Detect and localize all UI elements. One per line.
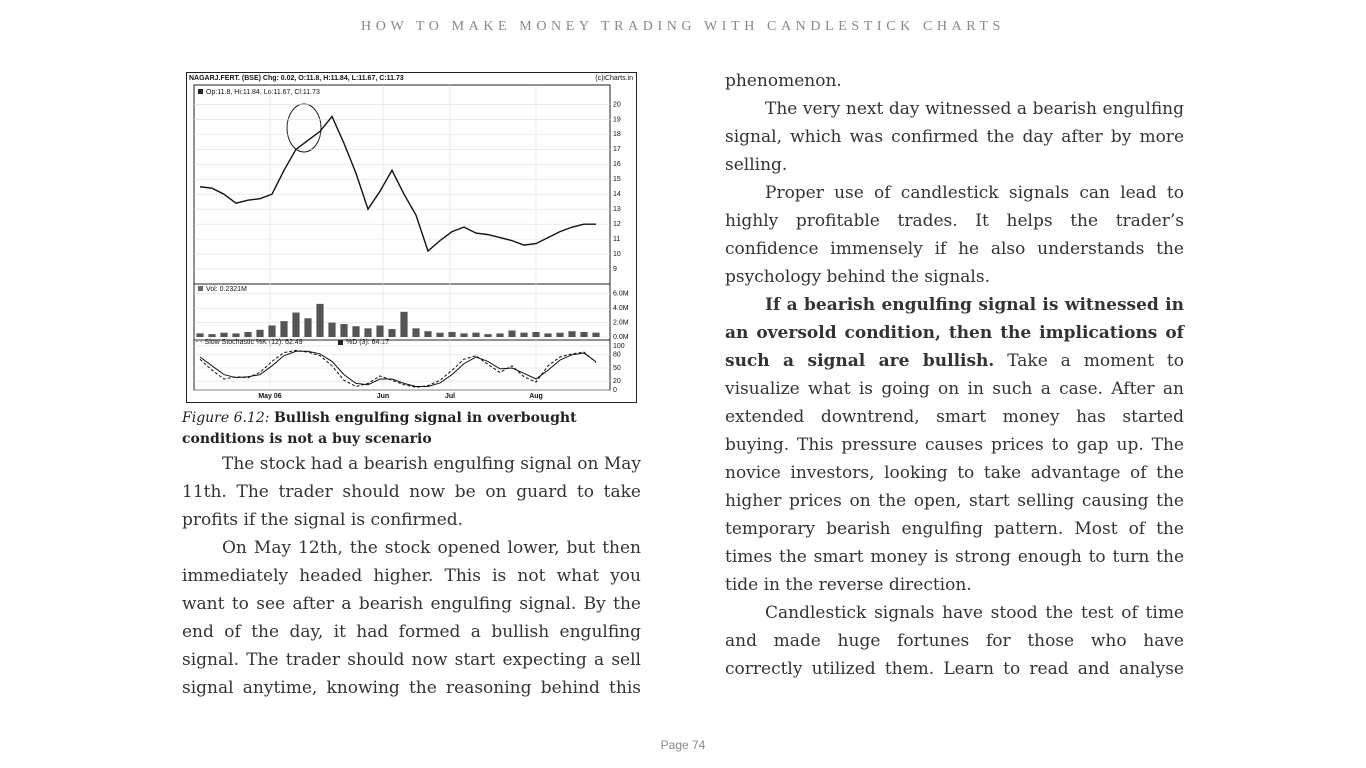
volume-bar [388, 329, 396, 337]
y-tick-label: 20 [613, 101, 621, 108]
caption-text: Bullish engulfing signal in overbought c… [182, 410, 577, 447]
paragraph: phenomenon. [725, 71, 842, 91]
paragraph: On May 12th, the stock opened lower, but… [182, 538, 641, 698]
price-legend: Op:11.8, Hi:11.84, Lo:11.67, Cl:11.73 [206, 89, 320, 96]
volume-bar [400, 311, 408, 337]
right-column: phenomenon. The very next day witnessed … [725, 67, 1184, 683]
volume-bar [256, 329, 264, 337]
volume-bar [580, 331, 588, 337]
volume-bar [364, 328, 372, 337]
y-tick-label: 19 [613, 116, 621, 123]
y-tick-label: 10 [613, 251, 621, 258]
volume-bar [424, 331, 432, 337]
volume-legend: Vol: 0.2321M [206, 286, 247, 293]
volume-bar [304, 318, 312, 337]
figure-caption: Figure 6.12: Bullish engulfing signal in… [182, 408, 602, 450]
y-tick-label: 13 [613, 206, 621, 213]
y-tick-label: 80 [613, 352, 621, 359]
x-tick-label: May 06 [258, 393, 281, 400]
volume-bar [460, 333, 468, 337]
left-column: The stock had a bearish engulfing signal… [182, 450, 641, 702]
legend-swatch [198, 89, 203, 94]
paragraph: Candlestick signals have stood the test … [725, 603, 1184, 679]
volume-bar [568, 331, 576, 337]
y-tick-label: 20 [613, 378, 621, 385]
caption-label: Figure 6.12: [182, 410, 270, 426]
x-tick-label: Aug [529, 393, 543, 400]
annotation-circle [286, 103, 322, 153]
paragraph: If a bearish engulfing signal is witness… [725, 291, 1184, 599]
volume-bar [508, 330, 516, 337]
volume-bar [592, 332, 600, 337]
paragraph: Proper use of candlestick signals can le… [725, 183, 1184, 287]
d-line [199, 350, 597, 387]
y-tick-label: 18 [613, 131, 621, 138]
d-legend: %D (3): 64.17 [346, 339, 389, 346]
figure-chart: NAGARJ.FERT. (BSE) Chg: 0.02, O:11.8, H:… [186, 72, 637, 403]
y-tick-label: 100 [613, 343, 625, 350]
volume-bar [232, 333, 240, 337]
text: Take a moment to visualize what is going… [725, 351, 1184, 595]
y-tick-label: 14 [613, 191, 621, 198]
volume-bar [484, 334, 492, 337]
volume-bar [544, 333, 552, 337]
volume-bar [532, 331, 540, 337]
volume-bar [520, 332, 528, 337]
running-header: HOW TO MAKE MONEY TRADING WITH CANDLESTI… [361, 19, 1005, 34]
y-tick-label: 16 [613, 161, 621, 168]
y-tick-label: 4.0M [613, 305, 629, 312]
volume-bar [208, 334, 216, 337]
y-tick-label: 15 [613, 176, 621, 183]
volume-bar [352, 326, 360, 337]
volume-bar [496, 333, 504, 337]
x-tick-label: Jun [377, 393, 389, 400]
y-tick-label: 17 [613, 146, 621, 153]
paragraph: The very next day witnessed a bearish en… [725, 99, 1184, 175]
chart-frame [186, 72, 637, 403]
chart-credit: (c)iCharts.in [595, 75, 633, 82]
x-tick-label: Jul [445, 393, 455, 400]
y-tick-label: 12 [613, 221, 621, 228]
y-tick-label: 0.0M [613, 334, 629, 341]
y-tick-label: 50 [613, 365, 621, 372]
volume-bar [220, 332, 228, 337]
bold-text: If a bearish engulfing signal is witness… [725, 295, 1184, 371]
volume-bar [376, 325, 384, 337]
volume-bar [472, 332, 480, 337]
volume-bar [412, 328, 420, 337]
k-legend: - - Slow Stochastic %K (12): 62.49 [196, 339, 303, 346]
volume-bar [436, 332, 444, 337]
y-tick-label: 11 [613, 236, 620, 243]
paragraph: The stock had a bearish engulfing signal… [182, 454, 641, 530]
y-tick-label: 9 [613, 266, 617, 273]
volume-bar [556, 332, 564, 337]
volume-bar [268, 325, 276, 337]
y-tick-label: 0 [613, 387, 617, 394]
volume-bar [196, 333, 204, 337]
page-number: Page 74 [660, 738, 706, 752]
y-tick-label: 2.0M [613, 319, 629, 326]
volume-bar [328, 322, 336, 337]
volume-bar [448, 331, 456, 337]
price-line [199, 115, 596, 253]
volume-bar [340, 324, 348, 337]
legend-swatch [198, 286, 203, 291]
chart-title: NAGARJ.FERT. (BSE) Chg: 0.02, O:11.8, H:… [189, 75, 404, 82]
k-line [199, 349, 597, 388]
volume-bar [316, 303, 324, 337]
volume-bar [292, 312, 300, 337]
volume-bar [244, 331, 252, 337]
y-tick-label: 6.0M [613, 291, 629, 298]
legend-swatch [338, 340, 343, 345]
volume-bar [280, 321, 288, 337]
